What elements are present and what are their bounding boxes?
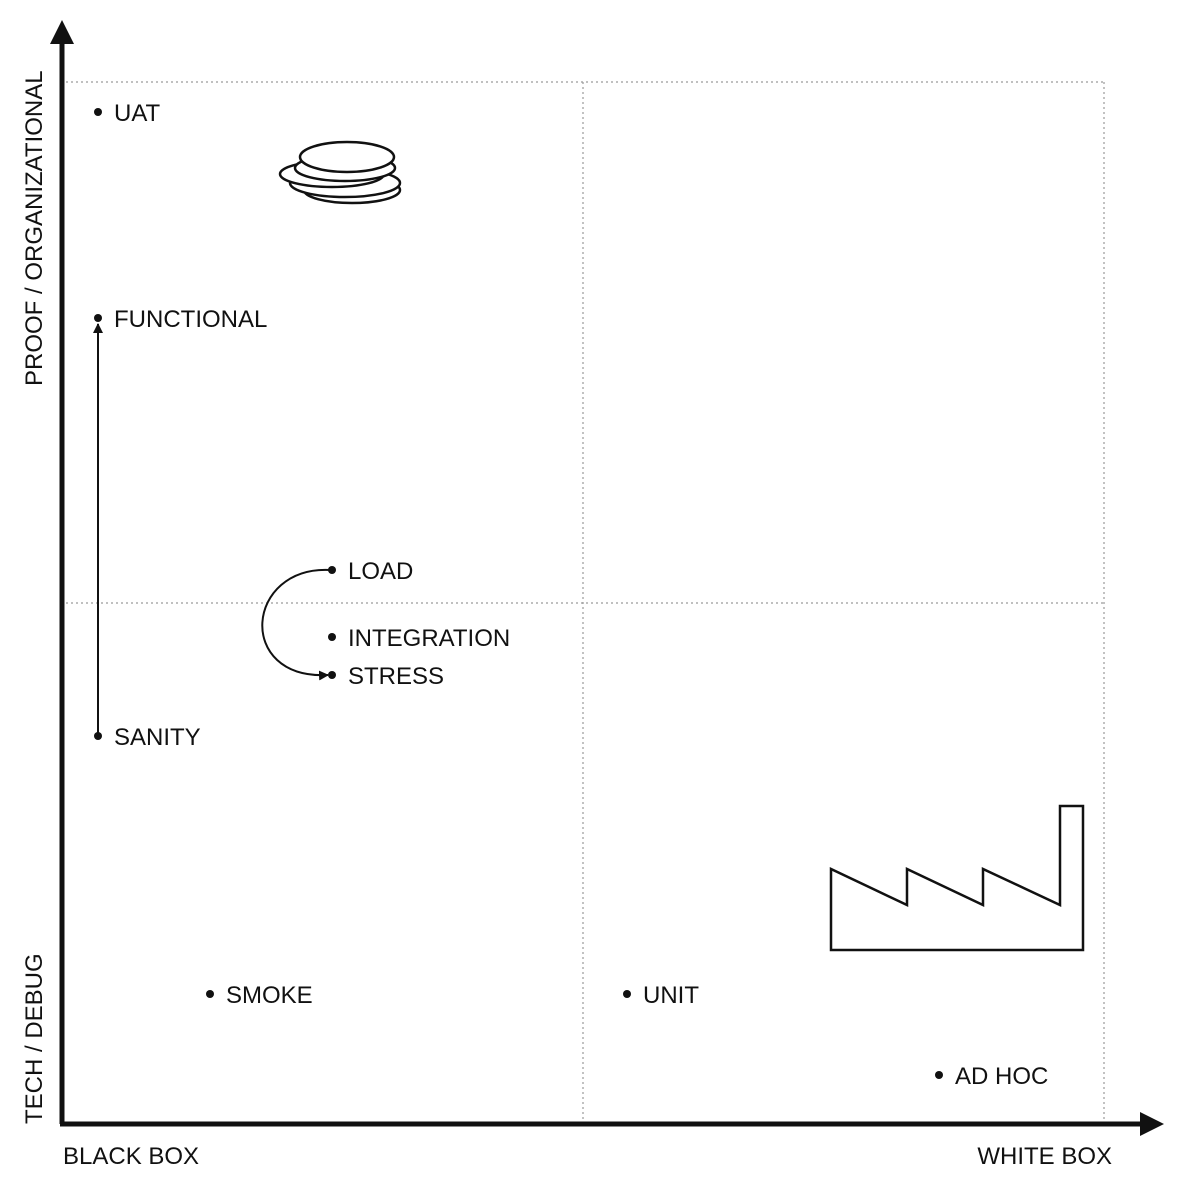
point-integration: INTEGRATION xyxy=(328,625,510,652)
point-label: LOAD xyxy=(348,558,413,585)
x-axis-arrow-icon xyxy=(1140,1112,1164,1136)
point-sanity: SANITY xyxy=(94,724,201,751)
quadrant-grid xyxy=(66,81,1105,1122)
point-ad-hoc: AD HOC xyxy=(935,1063,1048,1090)
axes xyxy=(50,20,1164,1136)
point-dot xyxy=(328,633,336,641)
point-label: INTEGRATION xyxy=(348,625,510,652)
point-dot xyxy=(935,1071,943,1079)
point-label: SMOKE xyxy=(226,982,313,1009)
x-axis-left-label: BLACK BOX xyxy=(63,1143,199,1170)
point-smoke: SMOKE xyxy=(206,982,313,1009)
point-uat: UAT xyxy=(94,100,161,127)
point-dot xyxy=(206,990,214,998)
load-to-stress-arrow xyxy=(261,568,332,681)
point-functional: FUNCTIONAL xyxy=(94,306,267,333)
point-stress: STRESS xyxy=(328,663,444,690)
y-axis-top-label: PROOF / ORGANIZATIONAL xyxy=(21,70,48,386)
point-load: LOAD xyxy=(328,558,413,585)
y-axis-bottom-label: TECH / DEBUG xyxy=(21,953,48,1124)
x-axis-right-label: WHITE BOX xyxy=(977,1143,1112,1170)
point-label: FUNCTIONAL xyxy=(114,306,267,333)
point-dot xyxy=(94,314,102,322)
factory-icon xyxy=(829,804,1085,952)
point-label: UNIT xyxy=(643,982,699,1009)
point-label: STRESS xyxy=(348,663,444,690)
point-label: AD HOC xyxy=(955,1063,1048,1090)
point-unit: UNIT xyxy=(623,982,699,1009)
point-dot xyxy=(94,108,102,116)
point-dot xyxy=(623,990,631,998)
point-dot xyxy=(328,671,336,679)
point-label: SANITY xyxy=(114,724,201,751)
point-dot xyxy=(94,732,102,740)
point-dot xyxy=(328,566,336,574)
coin-stack-icon xyxy=(278,140,402,205)
y-axis-arrow-icon xyxy=(50,20,74,44)
point-label: UAT xyxy=(114,100,161,127)
